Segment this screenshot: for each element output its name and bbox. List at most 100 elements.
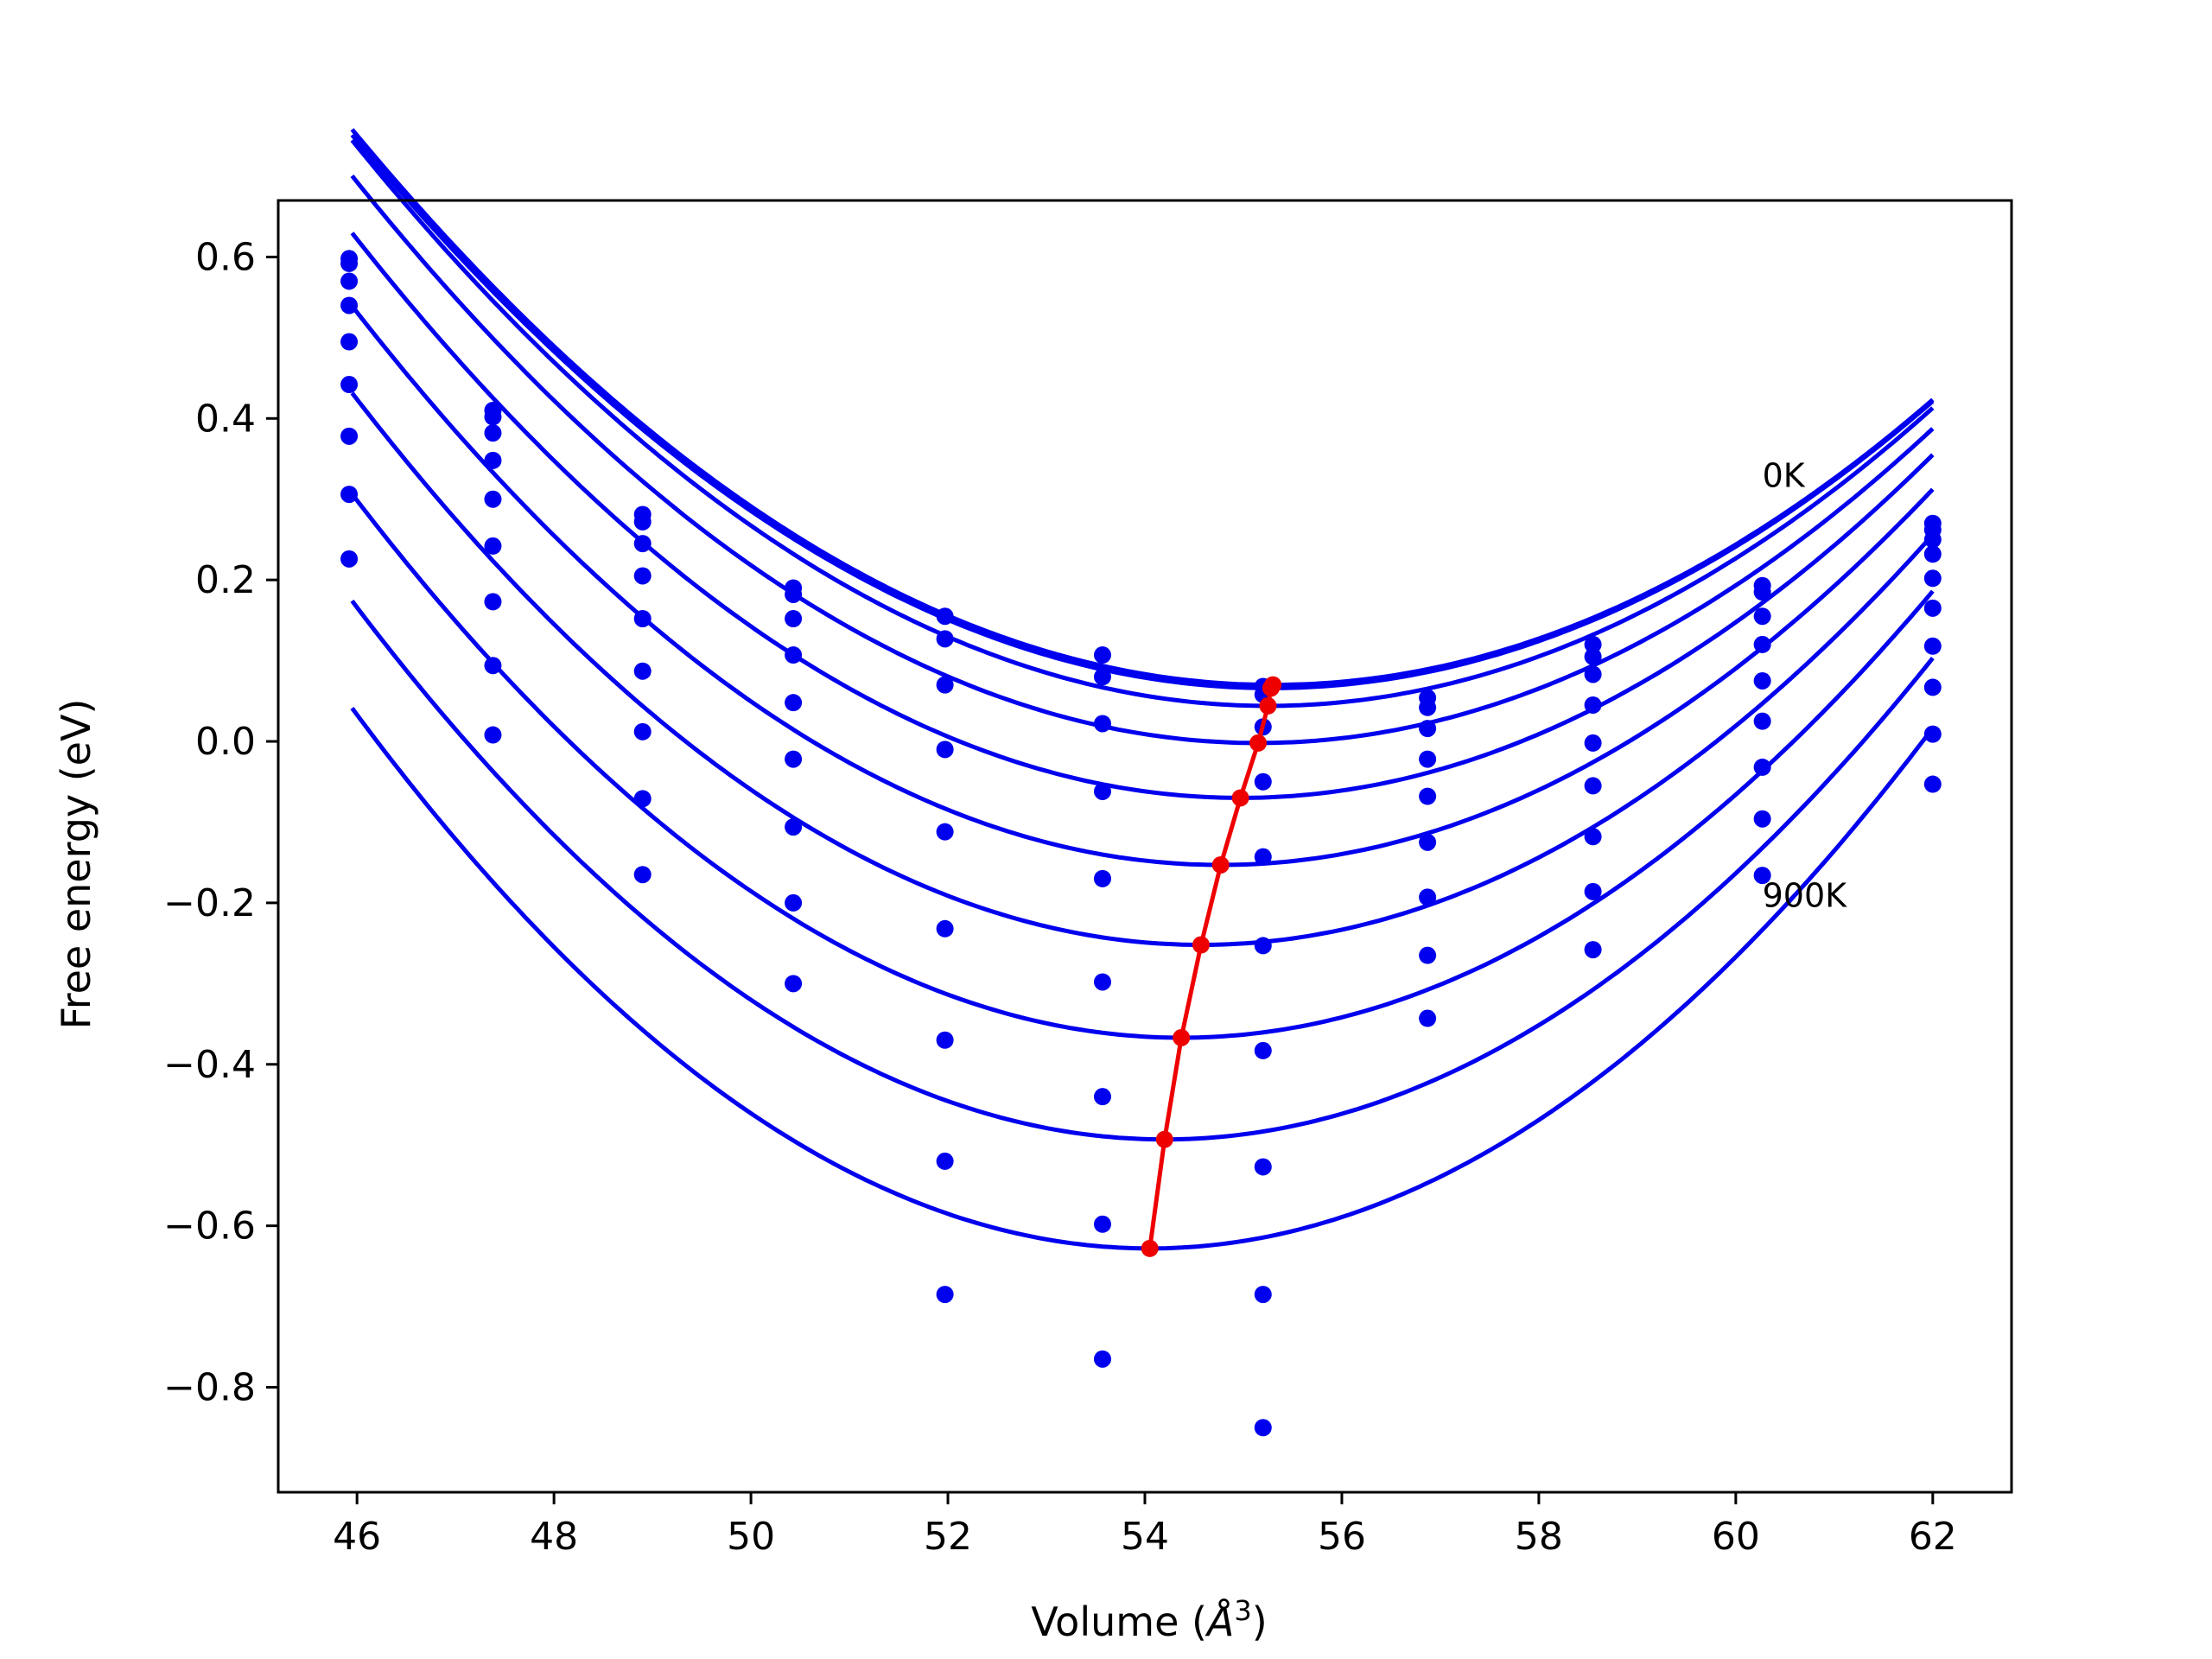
data-point-s7-4 [785,818,803,836]
data-point-s2-6 [1093,668,1111,686]
data-point-s9-5 [936,1286,954,1304]
data-point-s9-7 [1254,1286,1272,1304]
x-tick-label: 60 [1712,1515,1760,1559]
minimum-point-5 [1231,789,1249,807]
data-point-s2-4 [785,585,803,603]
x-tick-label: 54 [1121,1515,1169,1559]
data-point-s6-6 [1093,973,1111,991]
data-point-s8-8 [1419,946,1437,964]
data-point-s5-7 [1254,848,1272,866]
data-point-s7-11 [1923,637,1942,655]
data-point-s5-2 [484,490,502,508]
data-point-s7-9 [1584,828,1602,846]
data-point-s6-5 [936,919,954,938]
data-point-s4-4 [785,646,803,664]
minimum-point-2 [1262,679,1280,697]
data-point-s6-9 [1584,777,1602,795]
y-tick-label: −0.6 [163,1205,256,1249]
data-point-s9-2 [484,726,502,744]
data-point-s5-3 [633,610,652,628]
data-point-s3-9 [1584,665,1602,683]
x-tick-label: 58 [1515,1515,1563,1559]
data-point-s6-4 [785,750,803,768]
data-point-s10-11 [1923,775,1942,793]
data-point-s2-10 [1753,583,1771,601]
data-point-s3-4 [785,610,803,628]
data-point-s2-8 [1419,698,1437,716]
data-point-s2-2 [484,408,502,426]
data-point-s9-8 [1419,1009,1437,1027]
x-tick-label: 46 [333,1515,381,1559]
y-tick-label: −0.8 [163,1366,256,1410]
data-point-s3-10 [1753,607,1771,626]
data-point-s7-2 [484,593,502,611]
data-point-s3-8 [1419,720,1437,738]
data-point-s9-11 [1923,725,1942,743]
data-point-s3-3 [633,535,652,553]
data-point-s9-6 [1093,1350,1111,1368]
fit-curves [350,128,1935,1251]
data-point-s4-3 [633,567,652,585]
x-tick-label: 52 [924,1515,972,1559]
data-point-s4-11 [1923,545,1942,563]
data-point-s7-1 [340,427,359,445]
data-point-s2-1 [340,254,359,272]
data-point-s9-3 [633,866,652,884]
data-point-s1-9 [1584,635,1602,653]
data-point-s10-7 [1254,1419,1272,1437]
data-point-s8-5 [936,1152,954,1170]
data-point-s3-1 [340,272,359,290]
data-point-s7-5 [936,1031,954,1049]
fit-curve-4 [350,174,1935,746]
data-point-s2-5 [936,630,954,648]
data-point-s8-7 [1254,1158,1272,1176]
data-point-s6-11 [1923,599,1942,617]
data-point-s5-9 [1584,734,1602,752]
data-point-s7-8 [1419,888,1437,906]
y-axis-label: Free energy (eV) [53,699,99,1030]
x-axis-label: Volume (Å3) [1031,1594,1267,1645]
y-tick-label: −0.4 [163,1043,256,1087]
data-point-s7-10 [1753,758,1771,776]
minimum-point-7 [1192,936,1210,954]
minimum-point-3 [1259,696,1277,715]
minimum-point-10 [1141,1239,1159,1257]
data-point-s8-11 [1923,678,1942,696]
fit-curve-5 [350,232,1935,800]
annotations: 0K 900K [1763,457,1848,915]
data-point-s3-6 [1093,715,1111,733]
data-point-s9-1 [340,550,359,568]
data-point-s4-1 [340,296,359,315]
data-point-s6-10 [1753,712,1771,730]
y-tick-label: −0.2 [163,881,256,925]
data-points [340,250,1942,1437]
fit-curve-1 [350,128,1935,688]
fit-curve-3 [350,138,1935,709]
data-point-s6-8 [1419,833,1437,851]
data-point-s6-3 [633,662,652,680]
data-point-s9-4 [785,975,803,993]
data-point-s4-6 [1093,782,1111,800]
data-point-s9-10 [1753,867,1771,885]
fit-curve-9 [350,599,1935,1142]
x-axis-ticks: 46 48 50 52 54 56 58 60 62 [333,1492,1957,1559]
x-tick-label: 62 [1909,1515,1957,1559]
data-point-s5-4 [785,694,803,712]
data-point-s6-2 [484,537,502,555]
data-point-s5-1 [340,333,359,351]
data-point-s4-10 [1753,635,1771,653]
y-tick-label: 0.2 [195,558,256,602]
fit-curve-8 [350,493,1935,1040]
data-point-s5-6 [1093,869,1111,887]
fit-curve-6 [350,304,1935,868]
data-point-s7-7 [1254,1041,1272,1059]
data-point-s1-6 [1093,646,1111,664]
y-tick-label: 0.6 [195,235,256,279]
minimum-point-4 [1249,734,1268,752]
fit-curve-2 [350,133,1935,690]
plot-frame [276,199,2013,1494]
y-tick-label: 0.4 [195,397,256,441]
data-point-s5-5 [936,823,954,841]
data-point-s5-10 [1753,671,1771,690]
